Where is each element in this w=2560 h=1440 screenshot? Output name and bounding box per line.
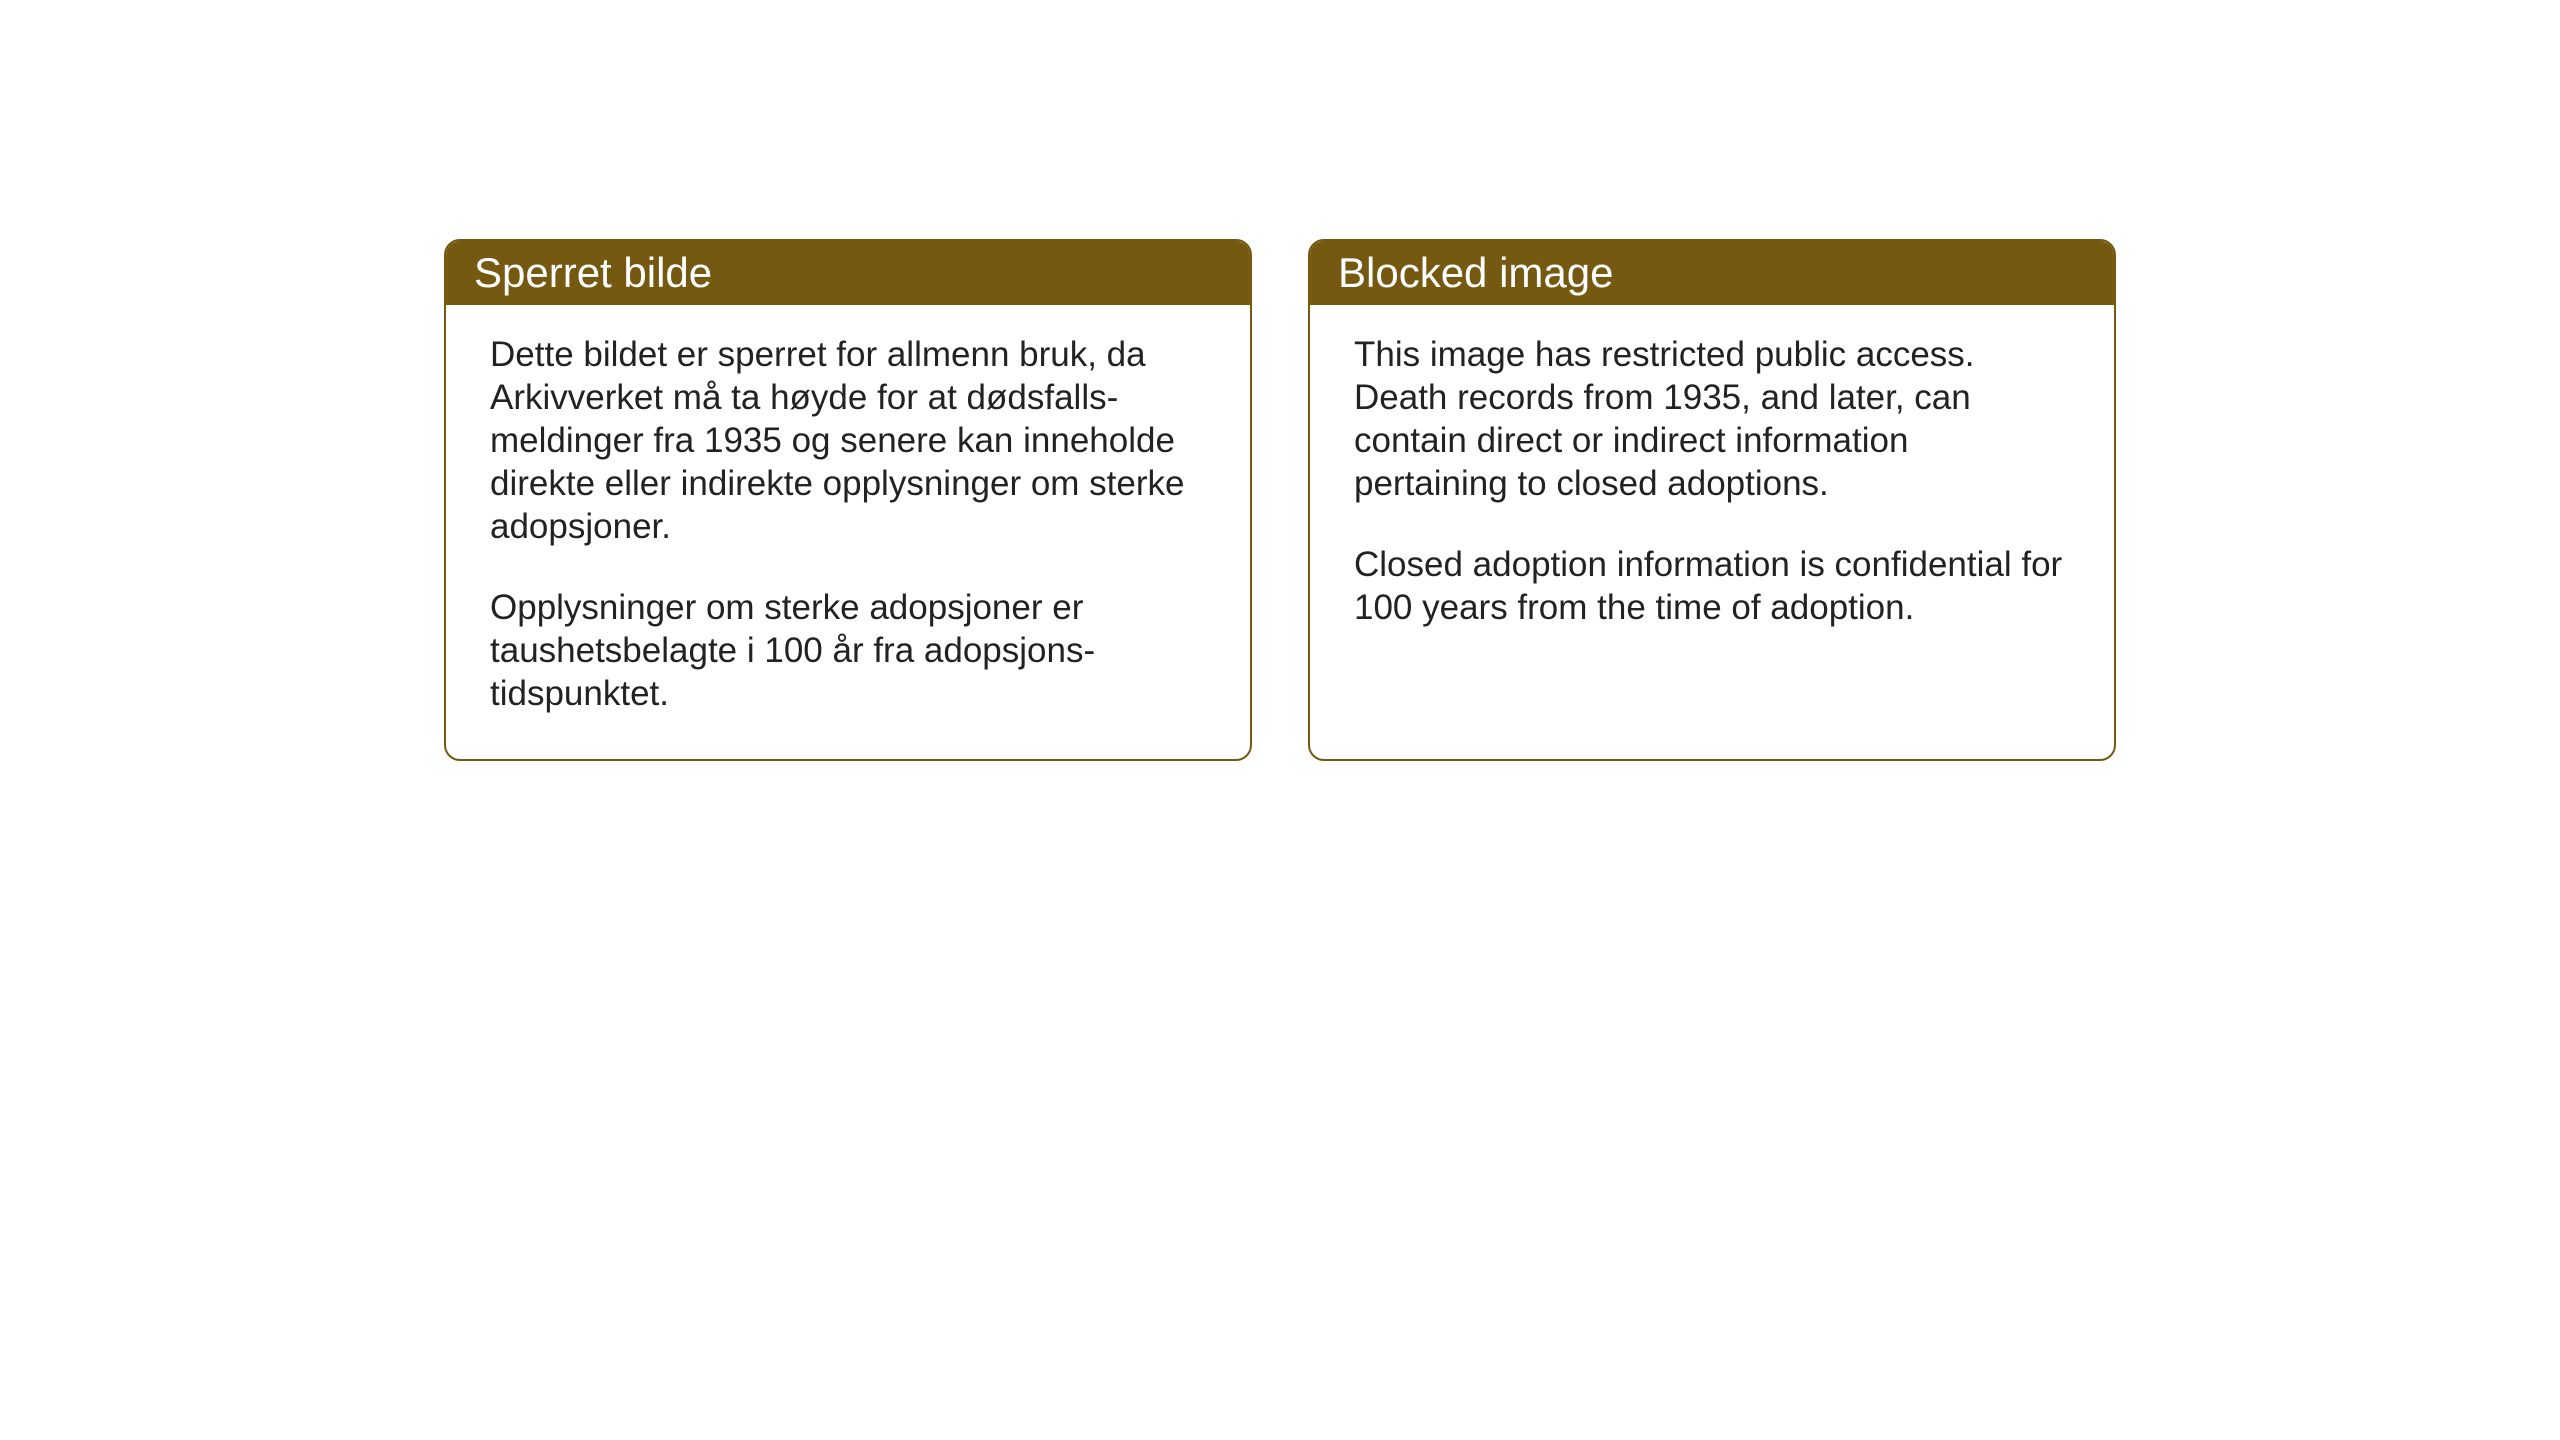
card-body-norwegian: Dette bildet er sperret for allmenn bruk… [446,305,1250,759]
card-paragraph-1-english: This image has restricted public access.… [1354,333,2070,505]
card-header-norwegian: Sperret bilde [446,241,1250,305]
card-paragraph-2-english: Closed adoption information is confident… [1354,543,2070,629]
notice-card-norwegian: Sperret bilde Dette bildet er sperret fo… [444,239,1252,761]
card-header-english: Blocked image [1310,241,2114,305]
card-paragraph-2-norwegian: Opplysninger om sterke adopsjoner er tau… [490,586,1206,715]
card-title-english: Blocked image [1338,249,1613,296]
card-title-norwegian: Sperret bilde [474,249,712,296]
card-body-english: This image has restricted public access.… [1310,305,2114,673]
cards-container: Sperret bilde Dette bildet er sperret fo… [444,239,2116,761]
notice-card-english: Blocked image This image has restricted … [1308,239,2116,761]
card-paragraph-1-norwegian: Dette bildet er sperret for allmenn bruk… [490,333,1206,548]
